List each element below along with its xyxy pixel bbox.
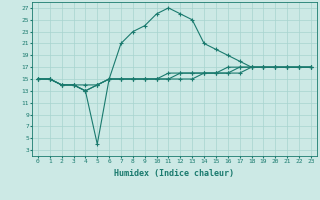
X-axis label: Humidex (Indice chaleur): Humidex (Indice chaleur)	[115, 169, 234, 178]
